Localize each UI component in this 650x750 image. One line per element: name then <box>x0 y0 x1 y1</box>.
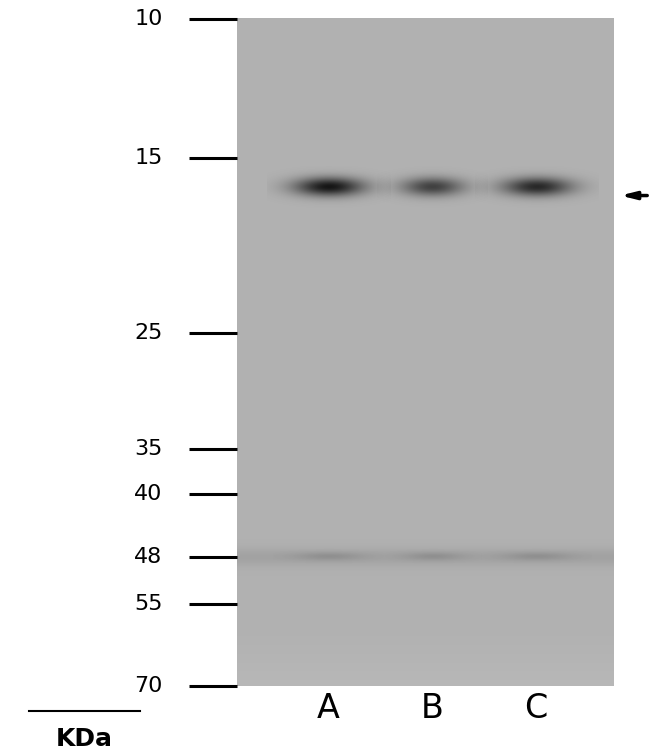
Text: 35: 35 <box>134 439 162 458</box>
Text: 40: 40 <box>134 484 162 504</box>
Text: KDa: KDa <box>56 728 113 750</box>
Text: 70: 70 <box>134 676 162 696</box>
Text: A: A <box>317 692 340 725</box>
Text: B: B <box>421 692 444 725</box>
Text: 25: 25 <box>134 323 162 343</box>
Text: C: C <box>525 692 548 725</box>
Text: 10: 10 <box>134 9 162 28</box>
Text: 48: 48 <box>135 547 162 567</box>
Text: 15: 15 <box>134 148 162 168</box>
Text: 55: 55 <box>134 593 162 613</box>
